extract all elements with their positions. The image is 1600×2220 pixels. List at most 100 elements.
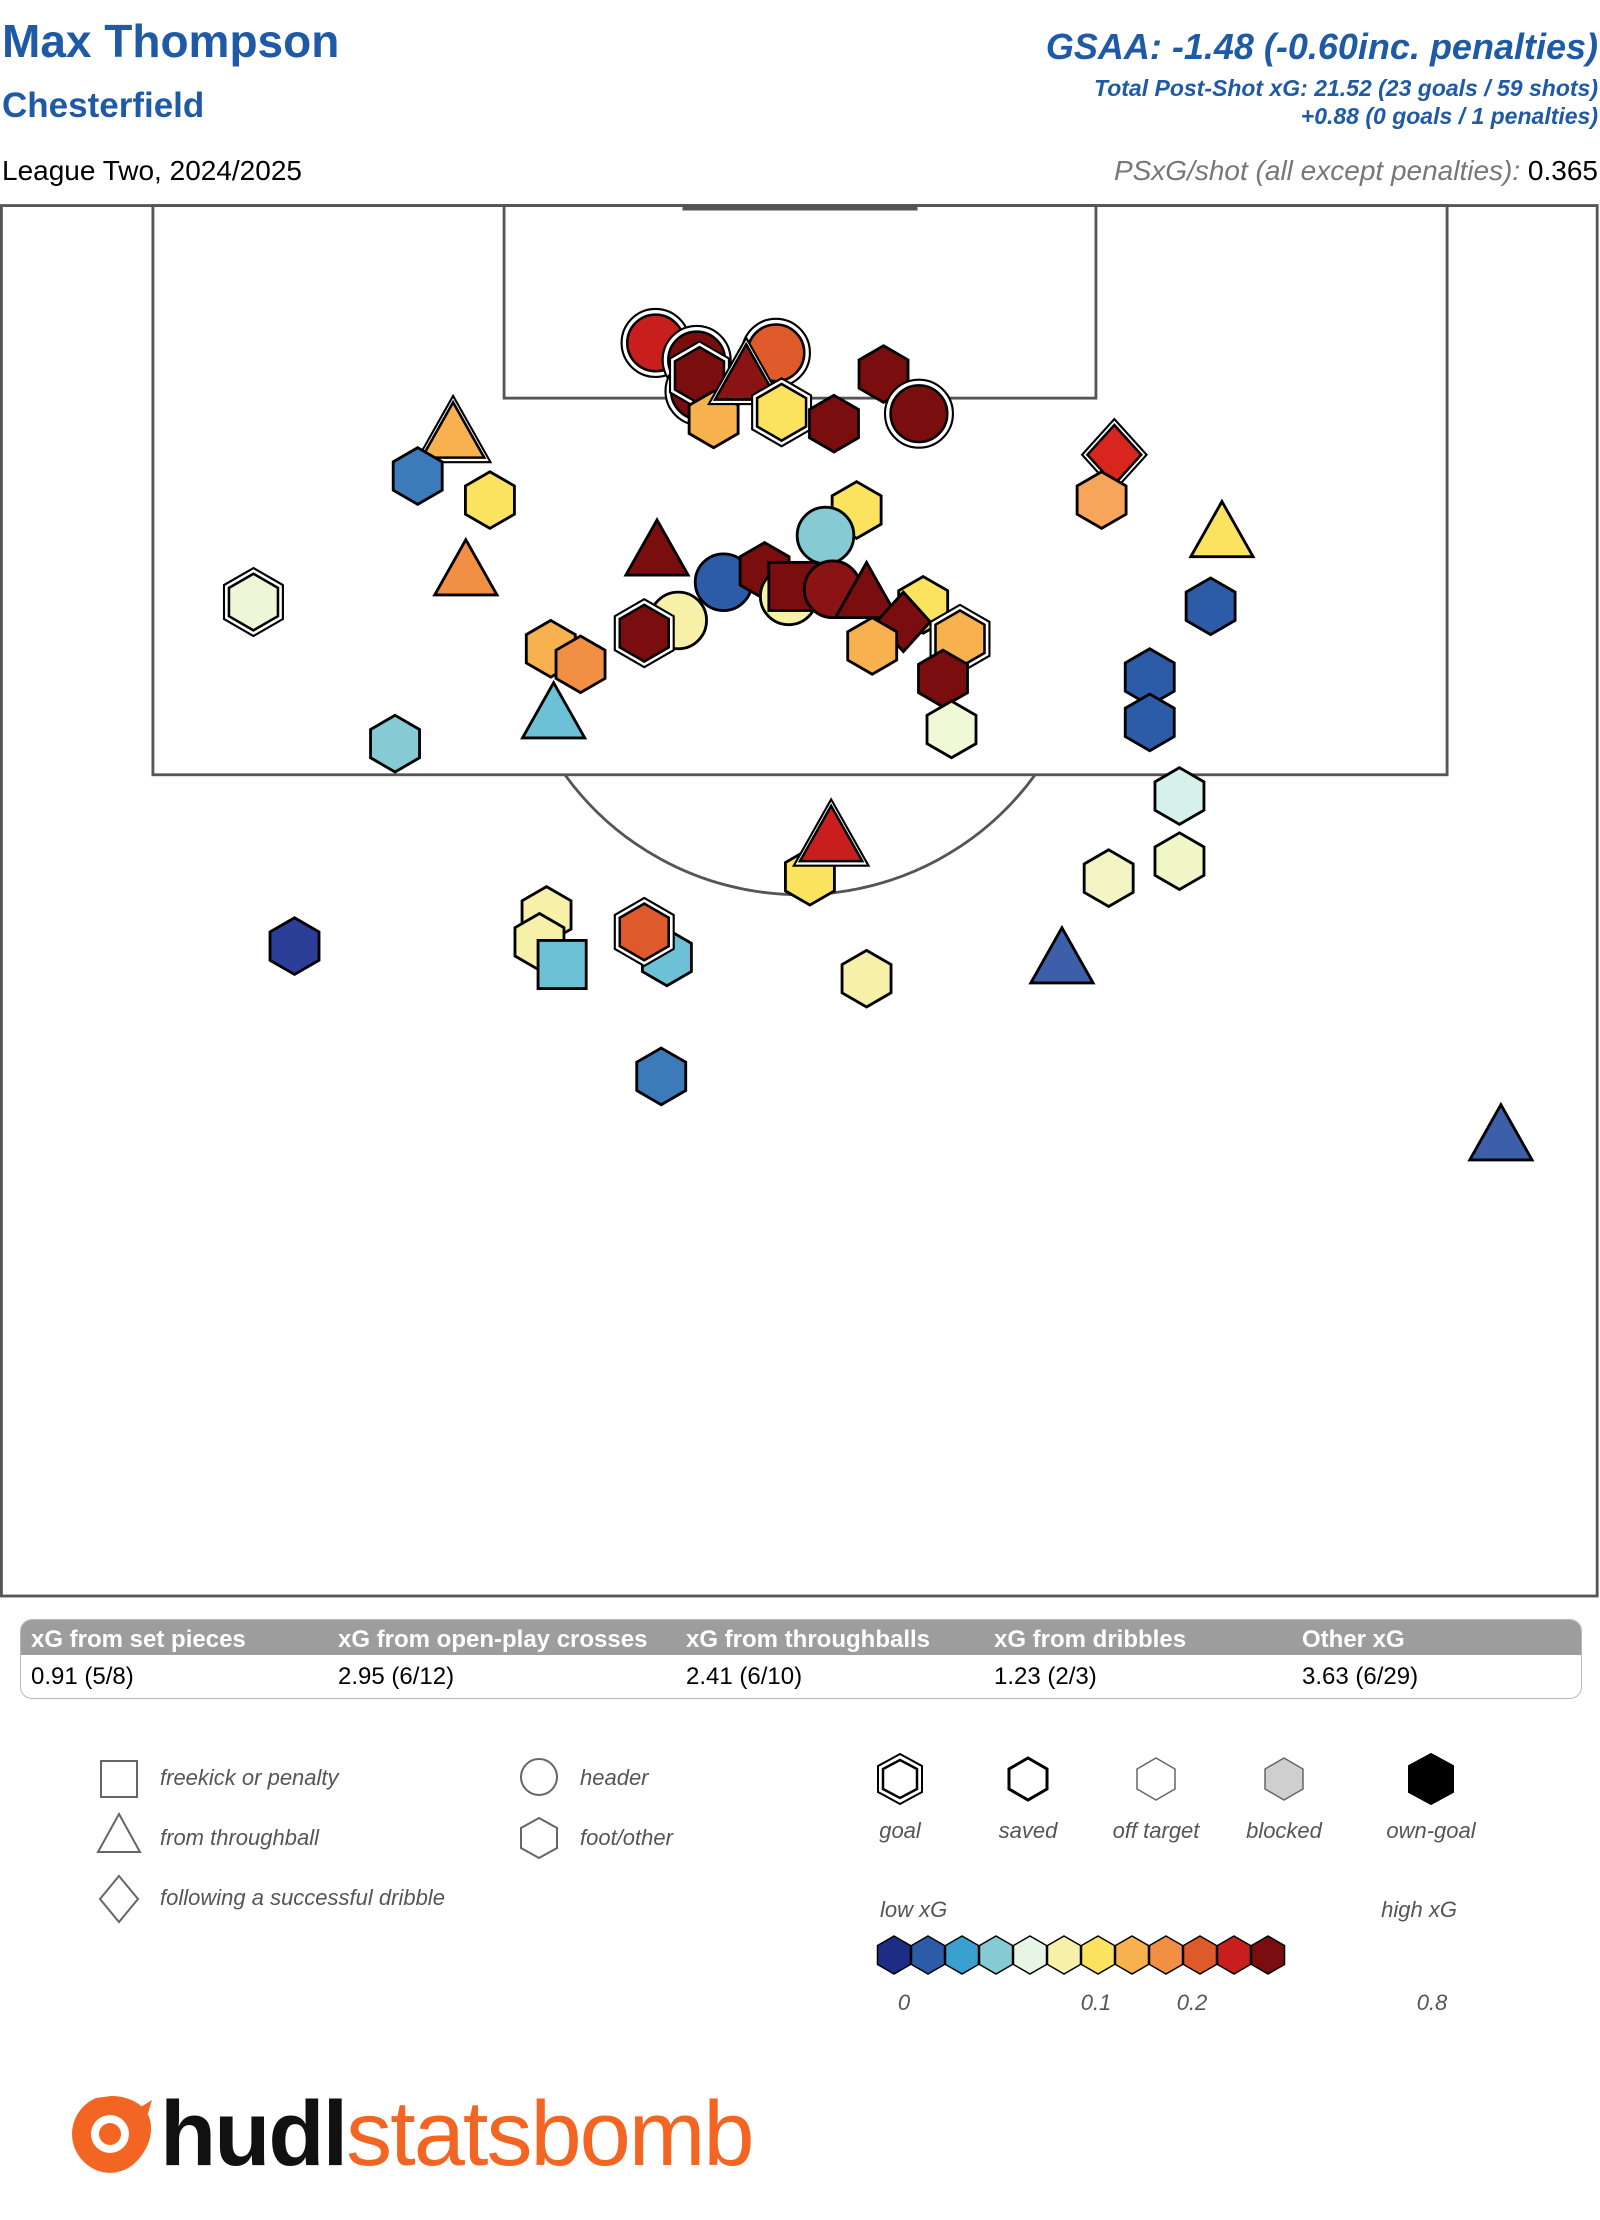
xg-value-crosses: 2.95 (6/12) (338, 1663, 455, 1690)
legend-shape-icons (96, 1760, 142, 1924)
shot-marker (687, 389, 740, 450)
shot-marker (432, 536, 500, 597)
scale-tick-0: 0 (897, 1990, 911, 2015)
scale-swatch (876, 1935, 912, 1975)
own-goal-icon (1408, 1752, 1454, 1806)
hudl-statsbomb-wordmark: hudlstatsbomb (160, 2082, 755, 2187)
square-icon (100, 1760, 138, 1798)
shot-marker (795, 505, 856, 566)
xg-color-scale (876, 1935, 1286, 1975)
legend-scale-high: high xG (1381, 1897, 1457, 1922)
shot-marker (413, 393, 493, 464)
legend-label-throughball: from throughball (160, 1825, 319, 1850)
xg-value-throughballs: 2.41 (6/10) (686, 1663, 803, 1690)
shot-marker (1184, 576, 1237, 637)
goal-icon (877, 1752, 923, 1806)
xg-header-set-pieces: xG from set pieces (31, 1626, 246, 1653)
shot-marker (554, 634, 607, 695)
shot-marker (635, 1046, 688, 1107)
xg-header-crosses: xG from open-play crosses (338, 1626, 648, 1653)
shot-marker (883, 378, 954, 449)
shot-marker (791, 797, 871, 867)
shot-marker (391, 446, 444, 506)
wordmark-statsbomb: statsbomb (346, 2083, 754, 2185)
shot-marker (1467, 1101, 1535, 1162)
circle-icon (520, 1758, 558, 1796)
legend-label-header: header (580, 1765, 649, 1790)
shot-marker (808, 393, 860, 454)
legend-label-freekick: freekick or penalty (160, 1765, 339, 1790)
blocked-icon (1264, 1757, 1304, 1801)
shot-marker (268, 916, 321, 977)
shot-marker (1123, 692, 1176, 753)
psxg-per-shot: PSxG/shot (all except penalties): 0.365 (1114, 155, 1598, 187)
hudl-logo-icon (72, 2096, 152, 2173)
shot-marker (1153, 831, 1206, 892)
shot-marker (623, 517, 691, 577)
penalties-psxg: +0.88 (0 goals / 1 penalties) (1300, 103, 1598, 129)
scale-swatch (978, 1935, 1014, 1975)
psxg-per-shot-label: PSxG/shot (all except penalties): (1113, 155, 1521, 186)
shot-marker (613, 896, 675, 968)
scale-swatch (944, 1935, 980, 1975)
off-target-icon (1136, 1757, 1176, 1801)
triangle-icon (96, 1811, 142, 1853)
shot-marker (1075, 470, 1128, 531)
scale-swatch (1182, 1935, 1218, 1975)
saved-icon (1007, 1756, 1049, 1802)
scale-tick-0-1: 0.1 (1080, 1990, 1112, 2015)
xg-header-dribbles: xG from dribbles (994, 1626, 1187, 1653)
scale-swatch (1080, 1935, 1116, 1975)
shot-map (0, 204, 1599, 1598)
legend-outcome-goal: goal (879, 1818, 921, 1843)
league-season: League Two, 2024/2025 (2, 155, 302, 186)
psxg-per-shot-value: 0.365 (1527, 155, 1598, 186)
team-name: Chesterfield (2, 86, 205, 125)
scale-swatch (1216, 1935, 1252, 1975)
shot-marker (925, 699, 978, 760)
shot-marker (846, 615, 899, 676)
hexagon-icon (520, 1816, 558, 1860)
total-psxg: Total Post-Shot xG: 21.52 (23 goals / 59… (1094, 75, 1598, 101)
shot-marker (1082, 848, 1135, 909)
shot-marker (613, 597, 675, 669)
shot-marker (464, 470, 516, 531)
scale-swatch (1148, 1935, 1184, 1975)
gsaa-value: GSAA: -1.48 (-0.60inc. penalties) (1045, 26, 1598, 67)
xg-header-other: Other xG (1302, 1626, 1405, 1653)
penalty-box (151, 204, 1449, 777)
legend-outcome-own-goal: own-goal (1386, 1818, 1476, 1843)
xg-header-throughballs: xG from throughballs (686, 1626, 931, 1653)
legend-outcome-saved: saved (998, 1818, 1058, 1843)
legend-outcome-icons (877, 1752, 1454, 1806)
xg-value-set-pieces: 0.91 (5/8) (31, 1663, 134, 1690)
xg-table-header: xG from set pieces xG from open-play cro… (21, 1620, 1581, 1655)
scale-swatch (1012, 1935, 1048, 1975)
shots-layer (222, 307, 1535, 1162)
xg-breakdown-table: xG from set pieces xG from open-play cro… (20, 1619, 1582, 1699)
shot-marker (1153, 766, 1206, 826)
shot-marker (840, 948, 893, 1009)
xg-value-dribbles: 1.23 (2/3) (994, 1663, 1097, 1690)
shot-marker (832, 559, 901, 620)
legend-label-dribble: following a successful dribble (160, 1885, 445, 1910)
shot-marker (1188, 498, 1256, 559)
xg-table-row: 0.91 (5/8) 2.95 (6/12) 2.41 (6/10) 1.23 … (21, 1655, 1581, 1698)
shot-marker (536, 939, 588, 990)
xg-value-other: 3.63 (6/29) (1302, 1663, 1419, 1690)
shot-marker (1028, 924, 1096, 985)
shot-marker (520, 679, 588, 740)
diamond-icon (98, 1874, 140, 1924)
shot-marker (222, 566, 284, 638)
shot-marker (369, 713, 421, 774)
player-name: Max Thompson (2, 15, 340, 67)
shot-marker (917, 648, 969, 709)
legend-shape-icons-2 (520, 1758, 558, 1860)
scale-tick-0-2: 0.2 (1176, 1990, 1208, 2015)
legend-label-foot: foot/other (580, 1825, 673, 1850)
scale-swatch (1046, 1935, 1082, 1975)
legend-outcome-blocked: blocked (1246, 1818, 1322, 1843)
scale-swatch (1114, 1935, 1150, 1975)
shot-marker (751, 377, 813, 448)
legend-outcome-off-target: off target (1112, 1818, 1200, 1843)
